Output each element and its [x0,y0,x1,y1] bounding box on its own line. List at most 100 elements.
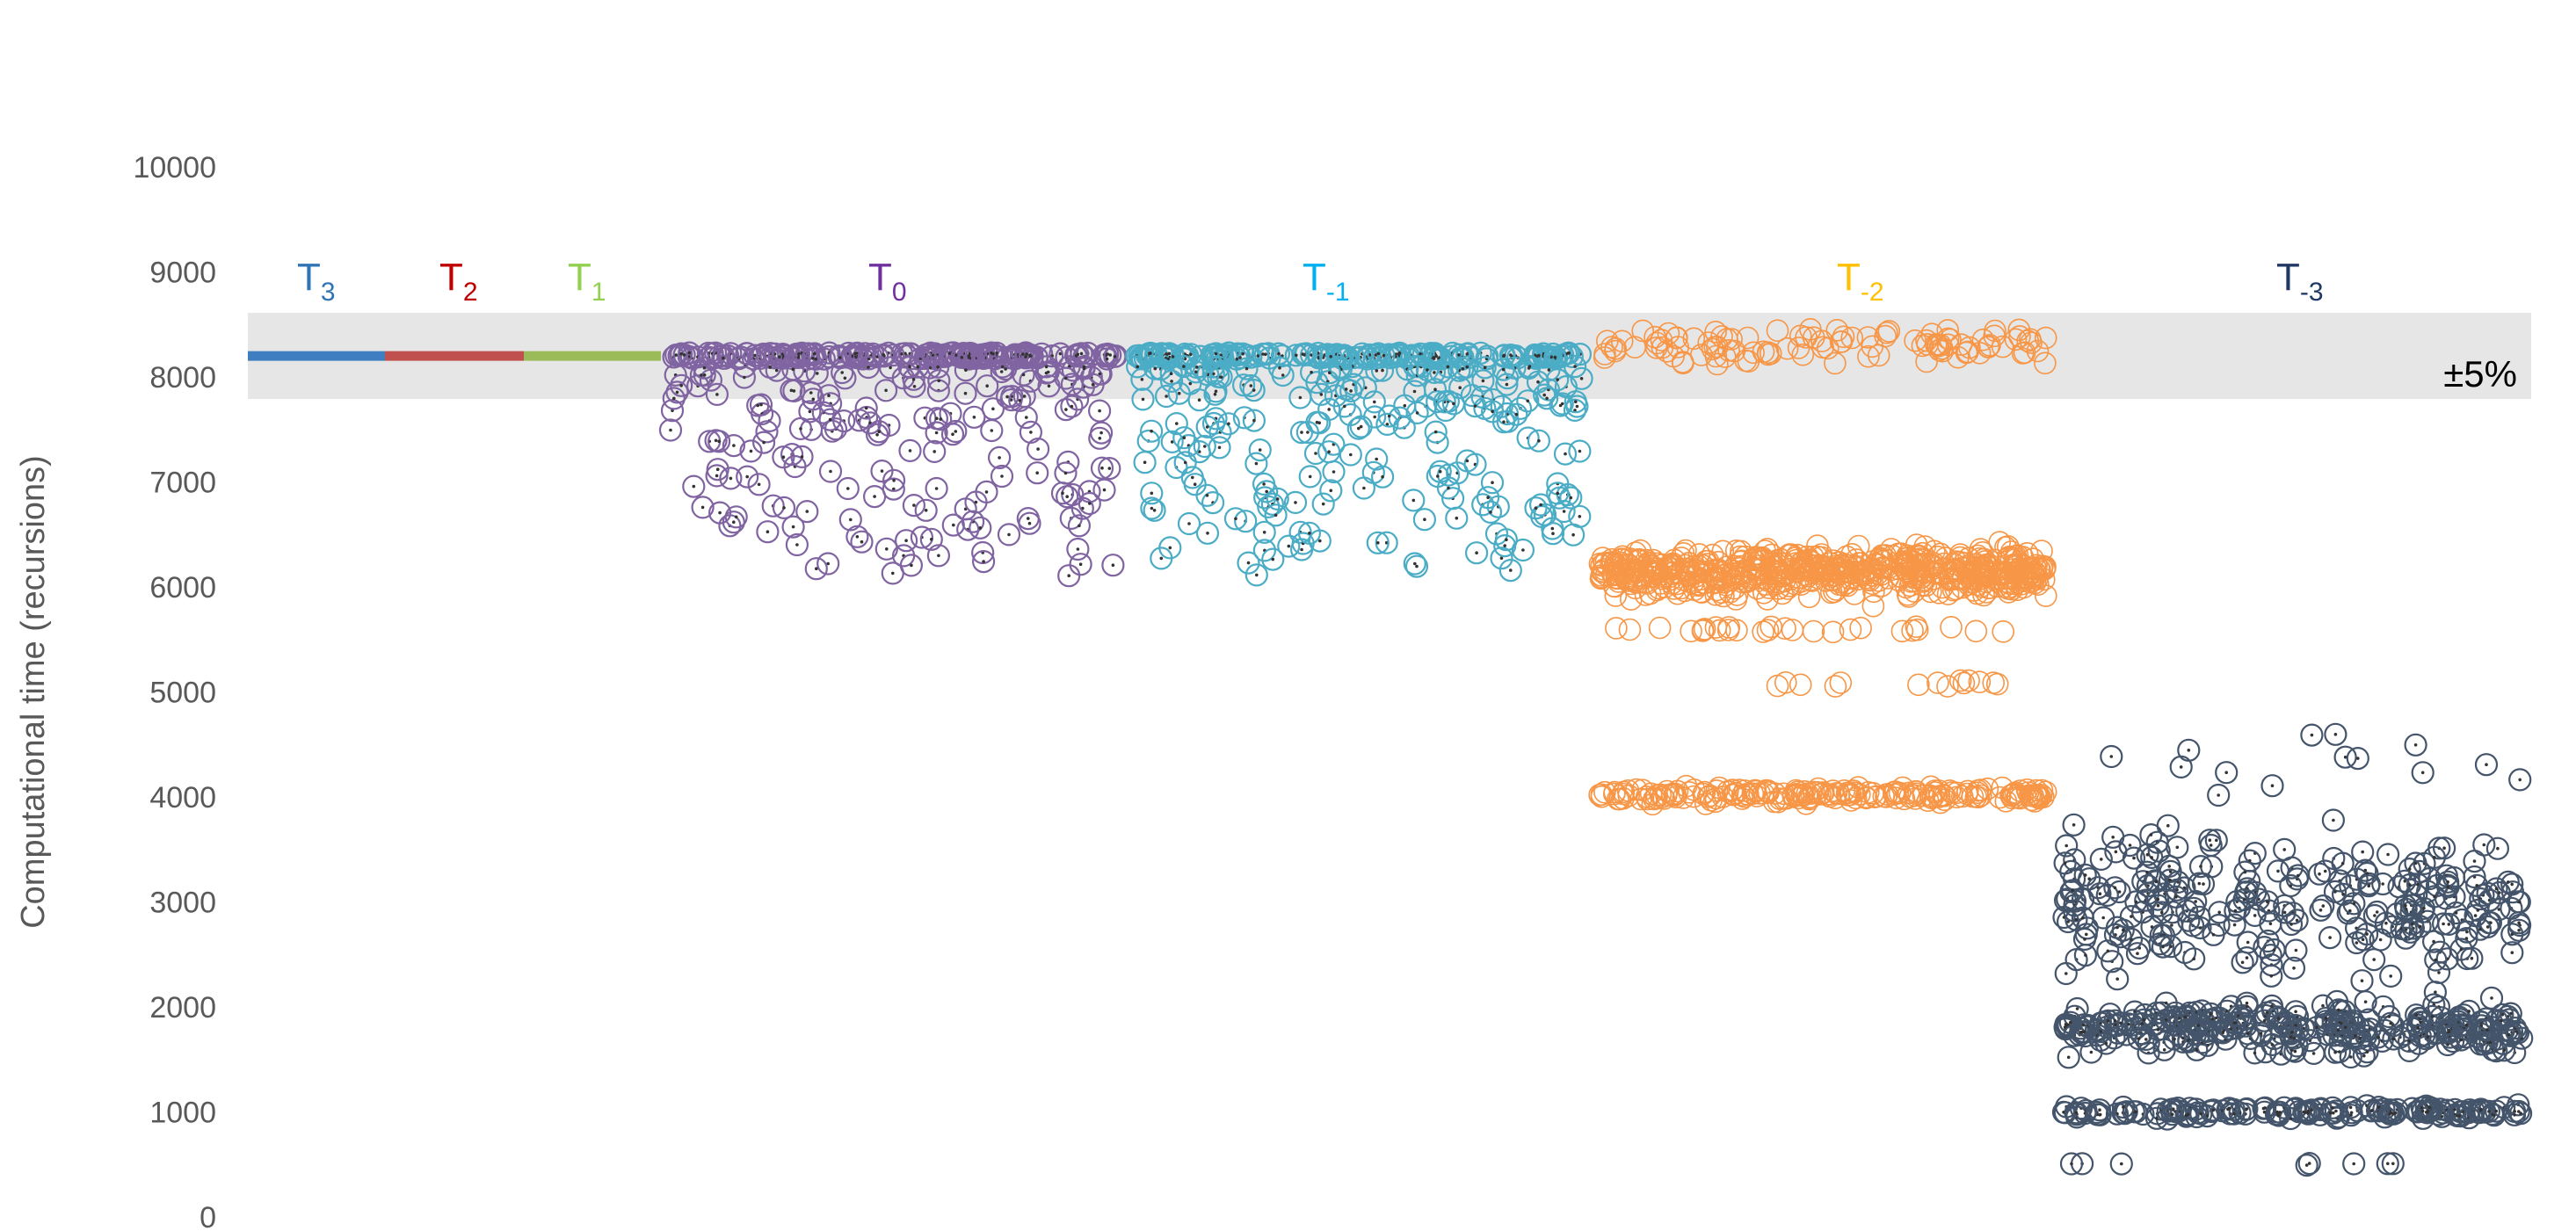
data-point [2282,1026,2306,1050]
data-point-center [1562,510,1566,513]
data-point-center [2372,958,2376,961]
data-point [2166,836,2189,859]
data-point-center [1165,395,1168,398]
data-point-center [2066,920,2070,923]
data-point [1066,537,1090,561]
data-point-center [1571,532,1575,537]
data-point [703,341,728,365]
data-point-center [1203,445,1207,448]
data-point [2435,1098,2459,1122]
data-point-center [1183,460,1187,465]
data-point-center [2098,892,2102,895]
data-point-center [1385,423,1390,426]
data-point-center [978,526,983,530]
data-point-center [2470,956,2474,960]
data-point [1612,780,1636,804]
data-point-center [2488,1040,2493,1045]
data-point [2362,947,2386,972]
data-point [704,429,728,453]
data-point [1781,619,1804,641]
data-point [1541,517,1564,540]
data-point-center [2513,1110,2516,1113]
data-point-center [875,355,879,358]
data-point [2406,873,2430,896]
data-point [1415,358,1440,382]
data-point-center [2432,939,2435,944]
data-point-center [1306,431,1310,434]
data-point [972,343,996,366]
data-point [1856,326,1880,349]
data-point [1715,555,1738,579]
data-point-center [1102,488,1107,492]
data-point-center [995,351,998,355]
data-point-center [829,469,832,474]
data-point [1367,342,1390,366]
data-point-center [2166,823,2170,828]
data-point-center [991,351,995,356]
data-point-center [808,409,812,414]
data-point [818,408,842,431]
data-point [1964,619,1988,643]
data-point-center [1264,352,1267,357]
data-point-center [2196,1024,2201,1027]
data-point [2204,829,2228,852]
data-point-center [2336,1028,2340,1032]
data-point [1617,784,1640,807]
data-point-center [2442,846,2446,850]
data-point-center [2242,898,2246,902]
data-point [1741,782,1765,806]
data-point [1362,390,1386,414]
data-point [2096,1009,2120,1033]
data-point [954,381,977,405]
data-point-center [1100,466,1104,470]
data-point-center [2111,836,2115,839]
data-point [1822,556,1846,580]
y-tick-label: 8000 [149,361,216,395]
data-point-center [715,467,720,471]
data-point-center [1343,404,1346,409]
data-point-center [2323,869,2327,873]
data-point-center [2214,1016,2218,1020]
data-point-center [674,353,678,357]
data-point [2500,896,2523,920]
data-point-center [2170,923,2173,927]
data-point-center [2332,1111,2335,1115]
data-point-center [1165,352,1168,356]
data-point-center [1509,353,1513,357]
data-point-center [1018,399,1022,402]
data-point-center [1553,355,1557,359]
data-point [1172,355,1196,379]
data-point-center [867,357,871,361]
data-point [1426,431,1449,454]
data-point [2411,761,2435,785]
data-point [2033,568,2056,591]
data-point-center [2192,957,2195,961]
data-point-center [1108,353,1112,357]
data-point-center [1465,352,1469,356]
data-point [670,342,693,366]
data-point [2469,1097,2493,1121]
data-point-center [1143,460,1147,464]
data-point [1857,344,1880,368]
data-point [2103,876,2127,900]
data-point-center [2513,1113,2516,1117]
data-point-center [1076,547,1080,551]
data-point-center [2183,1015,2187,1019]
data-point-center [2404,903,2407,908]
data-point-center [1327,408,1331,411]
data-point-center [768,366,772,369]
data-point [2188,854,2213,879]
data-point-center [1527,365,1532,368]
data-point [1283,490,1308,515]
data-point [2500,941,2524,965]
data-point [790,445,814,469]
data-point-center [1578,515,1582,518]
data-point [2496,870,2520,894]
data-point [1825,318,1849,342]
data-point-center [1241,351,1244,356]
data-point-center [732,444,736,447]
data-point [2267,1007,2290,1031]
data-point-center [1501,367,1506,372]
data-point-center [1295,353,1298,358]
data-point [1968,341,1992,365]
